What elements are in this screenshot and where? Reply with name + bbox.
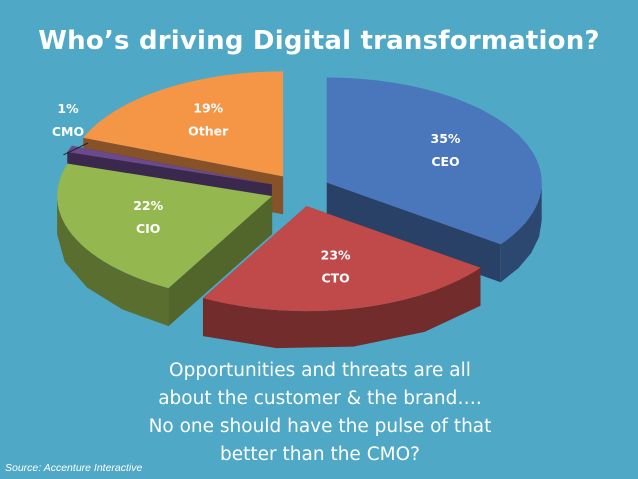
pie-tops bbox=[57, 71, 542, 312]
pie-labels: 35% CEO 23% CTO 22% CIO 1% CMO 19% Other bbox=[52, 101, 461, 286]
slice-value-other: 19% bbox=[193, 101, 223, 116]
callout-line: No one should have the pulse of that bbox=[148, 416, 492, 437]
slice-side-cio bbox=[57, 196, 169, 327]
slice-name-cmo: CMO bbox=[52, 124, 84, 139]
slice-cmo bbox=[67, 145, 272, 185]
callout-text: Opportunities and threats are all about … bbox=[110, 357, 530, 469]
slice-other bbox=[83, 71, 284, 177]
slice-wall-ceo bbox=[326, 182, 501, 283]
slice-side-ceo bbox=[500, 182, 542, 283]
slice-cto bbox=[203, 206, 481, 312]
slide-title: Who’s driving Digital transformation? bbox=[38, 26, 600, 56]
slice-name-ceo: CEO bbox=[431, 154, 459, 169]
callout-line: better than the CMO? bbox=[220, 444, 420, 465]
leader-line-cmo bbox=[63, 142, 89, 156]
slice-value-ceo: 35% bbox=[431, 131, 461, 146]
slice-name-cio: CIO bbox=[136, 221, 160, 236]
callout-line: about the customer & the brand…. bbox=[158, 388, 482, 409]
slice-value-cmo: 1% bbox=[57, 101, 79, 116]
slice-name-other: Other bbox=[188, 124, 229, 139]
slice-ceo bbox=[326, 77, 542, 245]
slice-name-cto: CTO bbox=[321, 271, 349, 286]
source-note: Source: Accenture Interactive bbox=[5, 462, 143, 474]
slice-value-cto: 23% bbox=[321, 248, 351, 263]
callout-line: Opportunities and threats are all bbox=[169, 360, 471, 381]
slice-side-cto bbox=[203, 267, 481, 349]
slice-value-cio: 22% bbox=[133, 198, 163, 213]
slice-cio bbox=[57, 163, 273, 289]
